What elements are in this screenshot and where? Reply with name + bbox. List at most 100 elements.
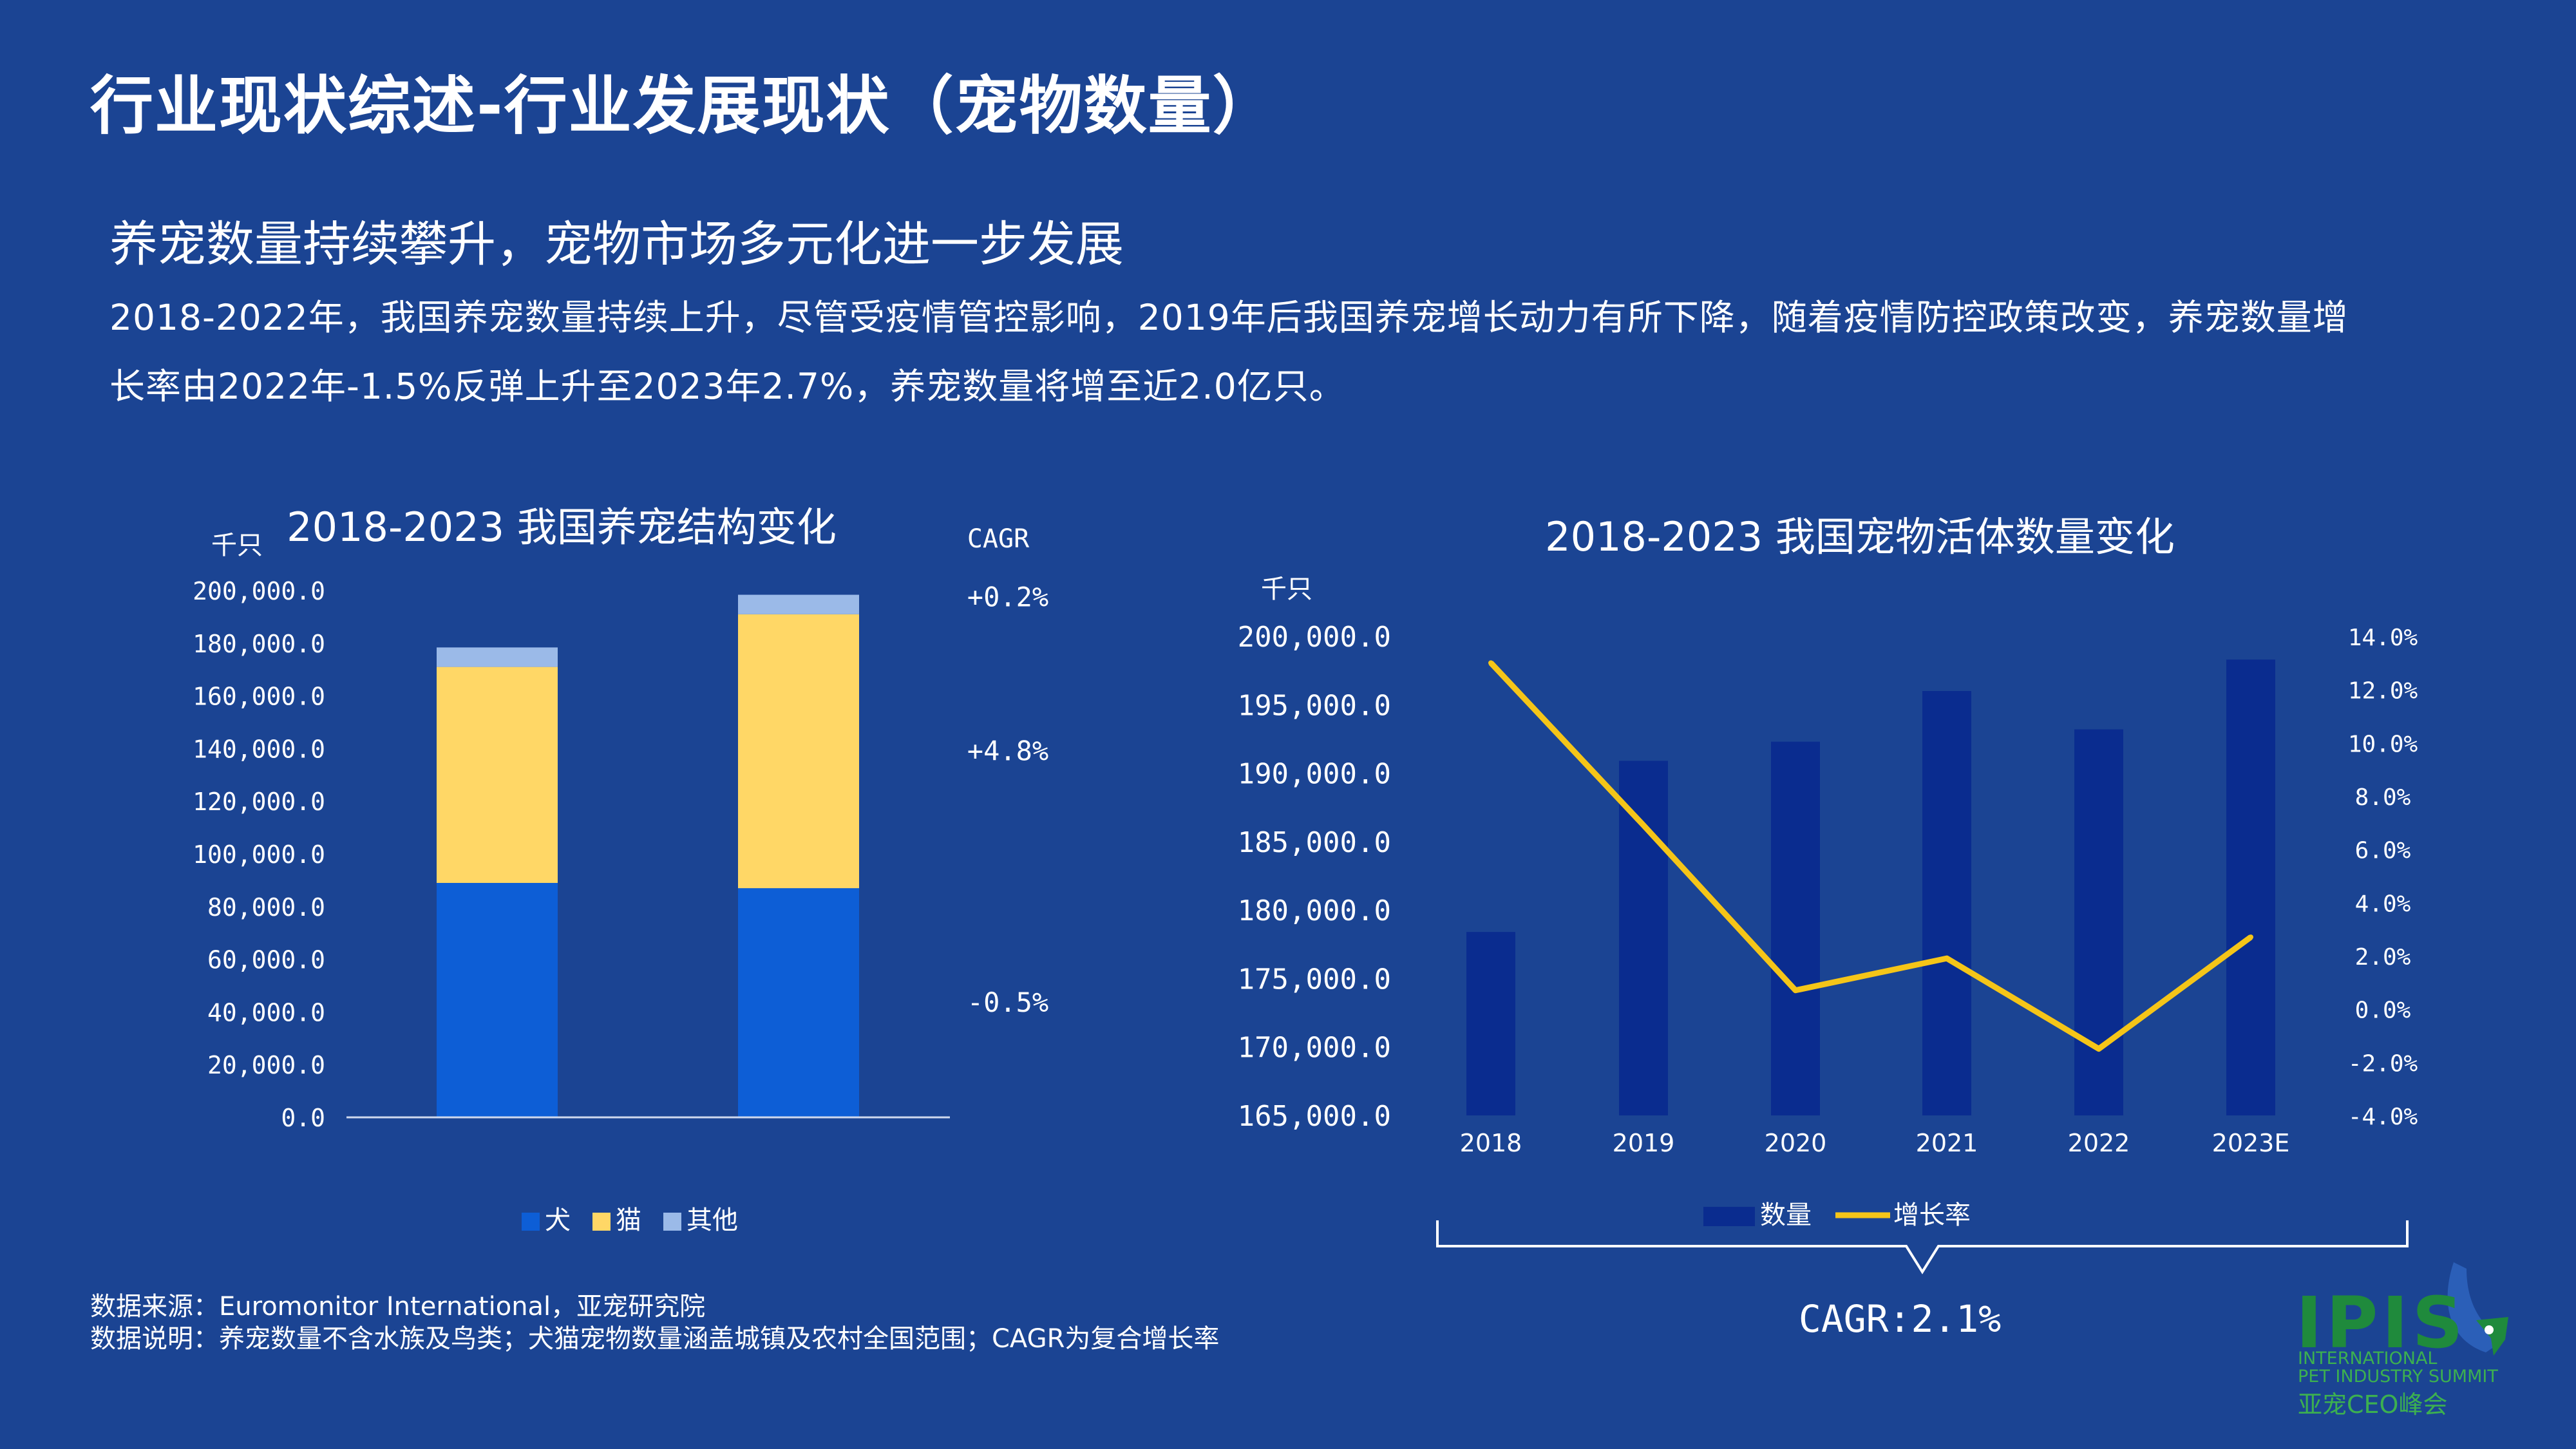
population-chart-right-axis: 14.0% 12.0% 10.0% 8.0% 6.0% 4.0% 2.0% 0.0% -2.0%… (2348, 625, 2418, 1130)
left-tick-label: 175,000.0 (1238, 963, 1391, 996)
left-tick-label: 170,000.0 (1238, 1032, 1391, 1065)
y-tick-label: 180,000.0 (193, 630, 325, 658)
growth-point-2021 (1944, 956, 1949, 961)
legend-label-quantity: 数量 (1760, 1200, 1812, 1230)
bar-猫-2023 (738, 614, 859, 889)
bar-其他-2023 (738, 594, 859, 614)
growth-point-2023E (2248, 934, 2253, 940)
y-tick-label: 140,000.0 (193, 735, 325, 763)
bar-猫-2018 (437, 667, 558, 883)
population-chart-cagr: CAGR:2.1% (1799, 1297, 2001, 1341)
legend-label-猫: 猫 (616, 1206, 641, 1235)
page-subtitle: 养宠数量持续攀升，宠物市场多元化进一步发展 (109, 216, 1124, 272)
quantity-bar-2020 (1771, 741, 1820, 1115)
logo-cn-name: 亚宠CEO峰会 (2298, 1390, 2448, 1419)
cagr-value-猫: +4.8% (967, 735, 1048, 766)
cagr-value-其他: +0.2% (967, 582, 1048, 613)
quantity-bar-2019 (1619, 761, 1668, 1115)
right-tick-label: 8.0% (2355, 784, 2411, 811)
right-tick-label: 4.0% (2355, 891, 2411, 917)
population-chart-bars (1466, 659, 2275, 1115)
y-tick-label: 100,000.0 (193, 840, 325, 869)
legend-swatch-猫 (592, 1213, 611, 1231)
description-line-2: 长率由2022年-1.5%反弹上升至2023年2.7%，养宠数量将增至近2.0亿… (109, 366, 1345, 407)
logo-subtitle-1: INTERNATIONAL (2298, 1349, 2438, 1368)
logo-subtitle-2: PET INDUSTRY SUMMIT (2298, 1367, 2498, 1387)
x-tick-label: 2020 (1765, 1129, 1827, 1157)
quantity-bar-2023E (2226, 659, 2275, 1115)
legend-label-犬: 犬 (545, 1206, 571, 1235)
growth-point-2022 (2096, 1046, 2101, 1052)
y-tick-label: 120,000.0 (193, 788, 325, 816)
left-tick-label: 185,000.0 (1238, 826, 1391, 859)
structure-chart-cagr-label: CAGR (967, 524, 1030, 554)
left-tick-label: 200,000.0 (1238, 621, 1391, 654)
x-tick-label: 2023E (2212, 1129, 2290, 1157)
structure-chart-bars (437, 594, 859, 1117)
right-tick-label: 0.0% (2355, 998, 2411, 1024)
right-tick-label: -4.0% (2348, 1104, 2418, 1130)
data-source: 数据来源：Euromonitor International，亚宠研究院 (90, 1292, 706, 1321)
structure-chart-unit: 千只 (211, 531, 263, 560)
logo-leaf-icon (2476, 1317, 2508, 1356)
right-tick-label: 2.0% (2355, 944, 2411, 971)
legend-label-其他: 其他 (687, 1206, 738, 1235)
right-tick-label: -2.0% (2348, 1050, 2418, 1077)
left-tick-label: 180,000.0 (1238, 895, 1391, 927)
structure-chart-title: 2018-2023 我国养宠结构变化 (287, 504, 837, 551)
data-note: 数据说明：养宠数量不含水族及鸟类；犬猫宠物数量涵盖城镇及农村全国范围；CAGR为… (90, 1324, 1220, 1354)
logo-dot (2485, 1325, 2494, 1334)
quantity-bar-2021 (1922, 691, 1971, 1115)
quantity-bar-2018 (1466, 932, 1515, 1115)
bar-其他-2018 (437, 647, 558, 667)
y-tick-label: 80,000.0 (207, 893, 325, 922)
cagr-value-犬: -0.5% (967, 987, 1048, 1018)
legend-swatch-quantity (1703, 1207, 1755, 1226)
cagr-brace (1436, 1220, 2409, 1274)
population-chart-legend: 数量 增长率 (1703, 1200, 1971, 1230)
population-chart-left-axis: 200,000.0 195,000.0 190,000.0 185,000.0 180,… (1238, 621, 1391, 1133)
population-chart-growth-line (1488, 660, 2253, 1052)
y-tick-label: 0.0 (281, 1104, 325, 1132)
x-tick-label: 2018 (1460, 1129, 1522, 1157)
y-tick-label: 60,000.0 (207, 946, 325, 974)
growth-rate-line (1488, 661, 2253, 1052)
x-tick-label: 2021 (1916, 1129, 1978, 1157)
structure-chart-y-axis: 200,000.0 180,000.0 160,000.0 140,000.0 120,… (193, 577, 325, 1132)
legend-label-growth: 增长率 (1893, 1200, 1971, 1230)
bar-犬-2023 (738, 888, 859, 1117)
y-tick-label: 200,000.0 (193, 577, 325, 605)
right-tick-label: 6.0% (2355, 838, 2411, 864)
ipis-logo (2447, 1262, 2508, 1356)
bar-犬-2018 (437, 882, 558, 1117)
right-tick-label: 10.0% (2348, 731, 2418, 757)
structure-chart-cagr-values: +0.2% +4.8% -0.5% (967, 582, 1048, 1019)
structure-chart: 2018-2023 我国养宠结构变化 千只 CAGR 200,000.0 180,… (193, 504, 1048, 1235)
x-tick-label: 2022 (2068, 1129, 2130, 1157)
page-title: 行业现状综述-行业发展现状（宠物数量） (90, 70, 1277, 143)
quantity-bar-2022 (2074, 729, 2123, 1115)
y-tick-label: 160,000.0 (193, 683, 325, 711)
legend-swatch-其他 (663, 1213, 681, 1231)
description-line-1: 2018-2022年，我国养宠数量持续上升，尽管受疫情管控影响，2019年后我国… (109, 297, 2349, 338)
left-tick-label: 195,000.0 (1238, 689, 1391, 722)
logo-swoosh (2447, 1262, 2505, 1352)
population-chart-title: 2018-2023 我国宠物活体数量变化 (1545, 513, 2175, 560)
structure-chart-legend: 犬 猫 其他 (522, 1206, 738, 1235)
population-chart: 2018-2023 我国宠物活体数量变化 千只 200,000.0 195,000… (1238, 513, 2418, 1341)
population-chart-x-axis: 2018 2019 2020 2021 2022 2023E (1460, 1129, 2290, 1157)
right-tick-label: 12.0% (2348, 678, 2418, 705)
growth-point-2018 (1488, 660, 1493, 666)
logo-name: IPIS (2296, 1282, 2467, 1364)
legend-swatch-犬 (522, 1213, 540, 1231)
y-tick-label: 20,000.0 (207, 1051, 325, 1079)
y-tick-label: 40,000.0 (207, 998, 325, 1027)
x-tick-label: 2019 (1613, 1129, 1675, 1157)
left-tick-label: 165,000.0 (1238, 1100, 1391, 1133)
left-tick-label: 190,000.0 (1238, 758, 1391, 791)
growth-point-2020 (1793, 987, 1798, 993)
population-chart-unit: 千只 (1261, 574, 1312, 604)
right-tick-label: 14.0% (2348, 625, 2418, 651)
growth-point-2019 (1641, 822, 1646, 828)
